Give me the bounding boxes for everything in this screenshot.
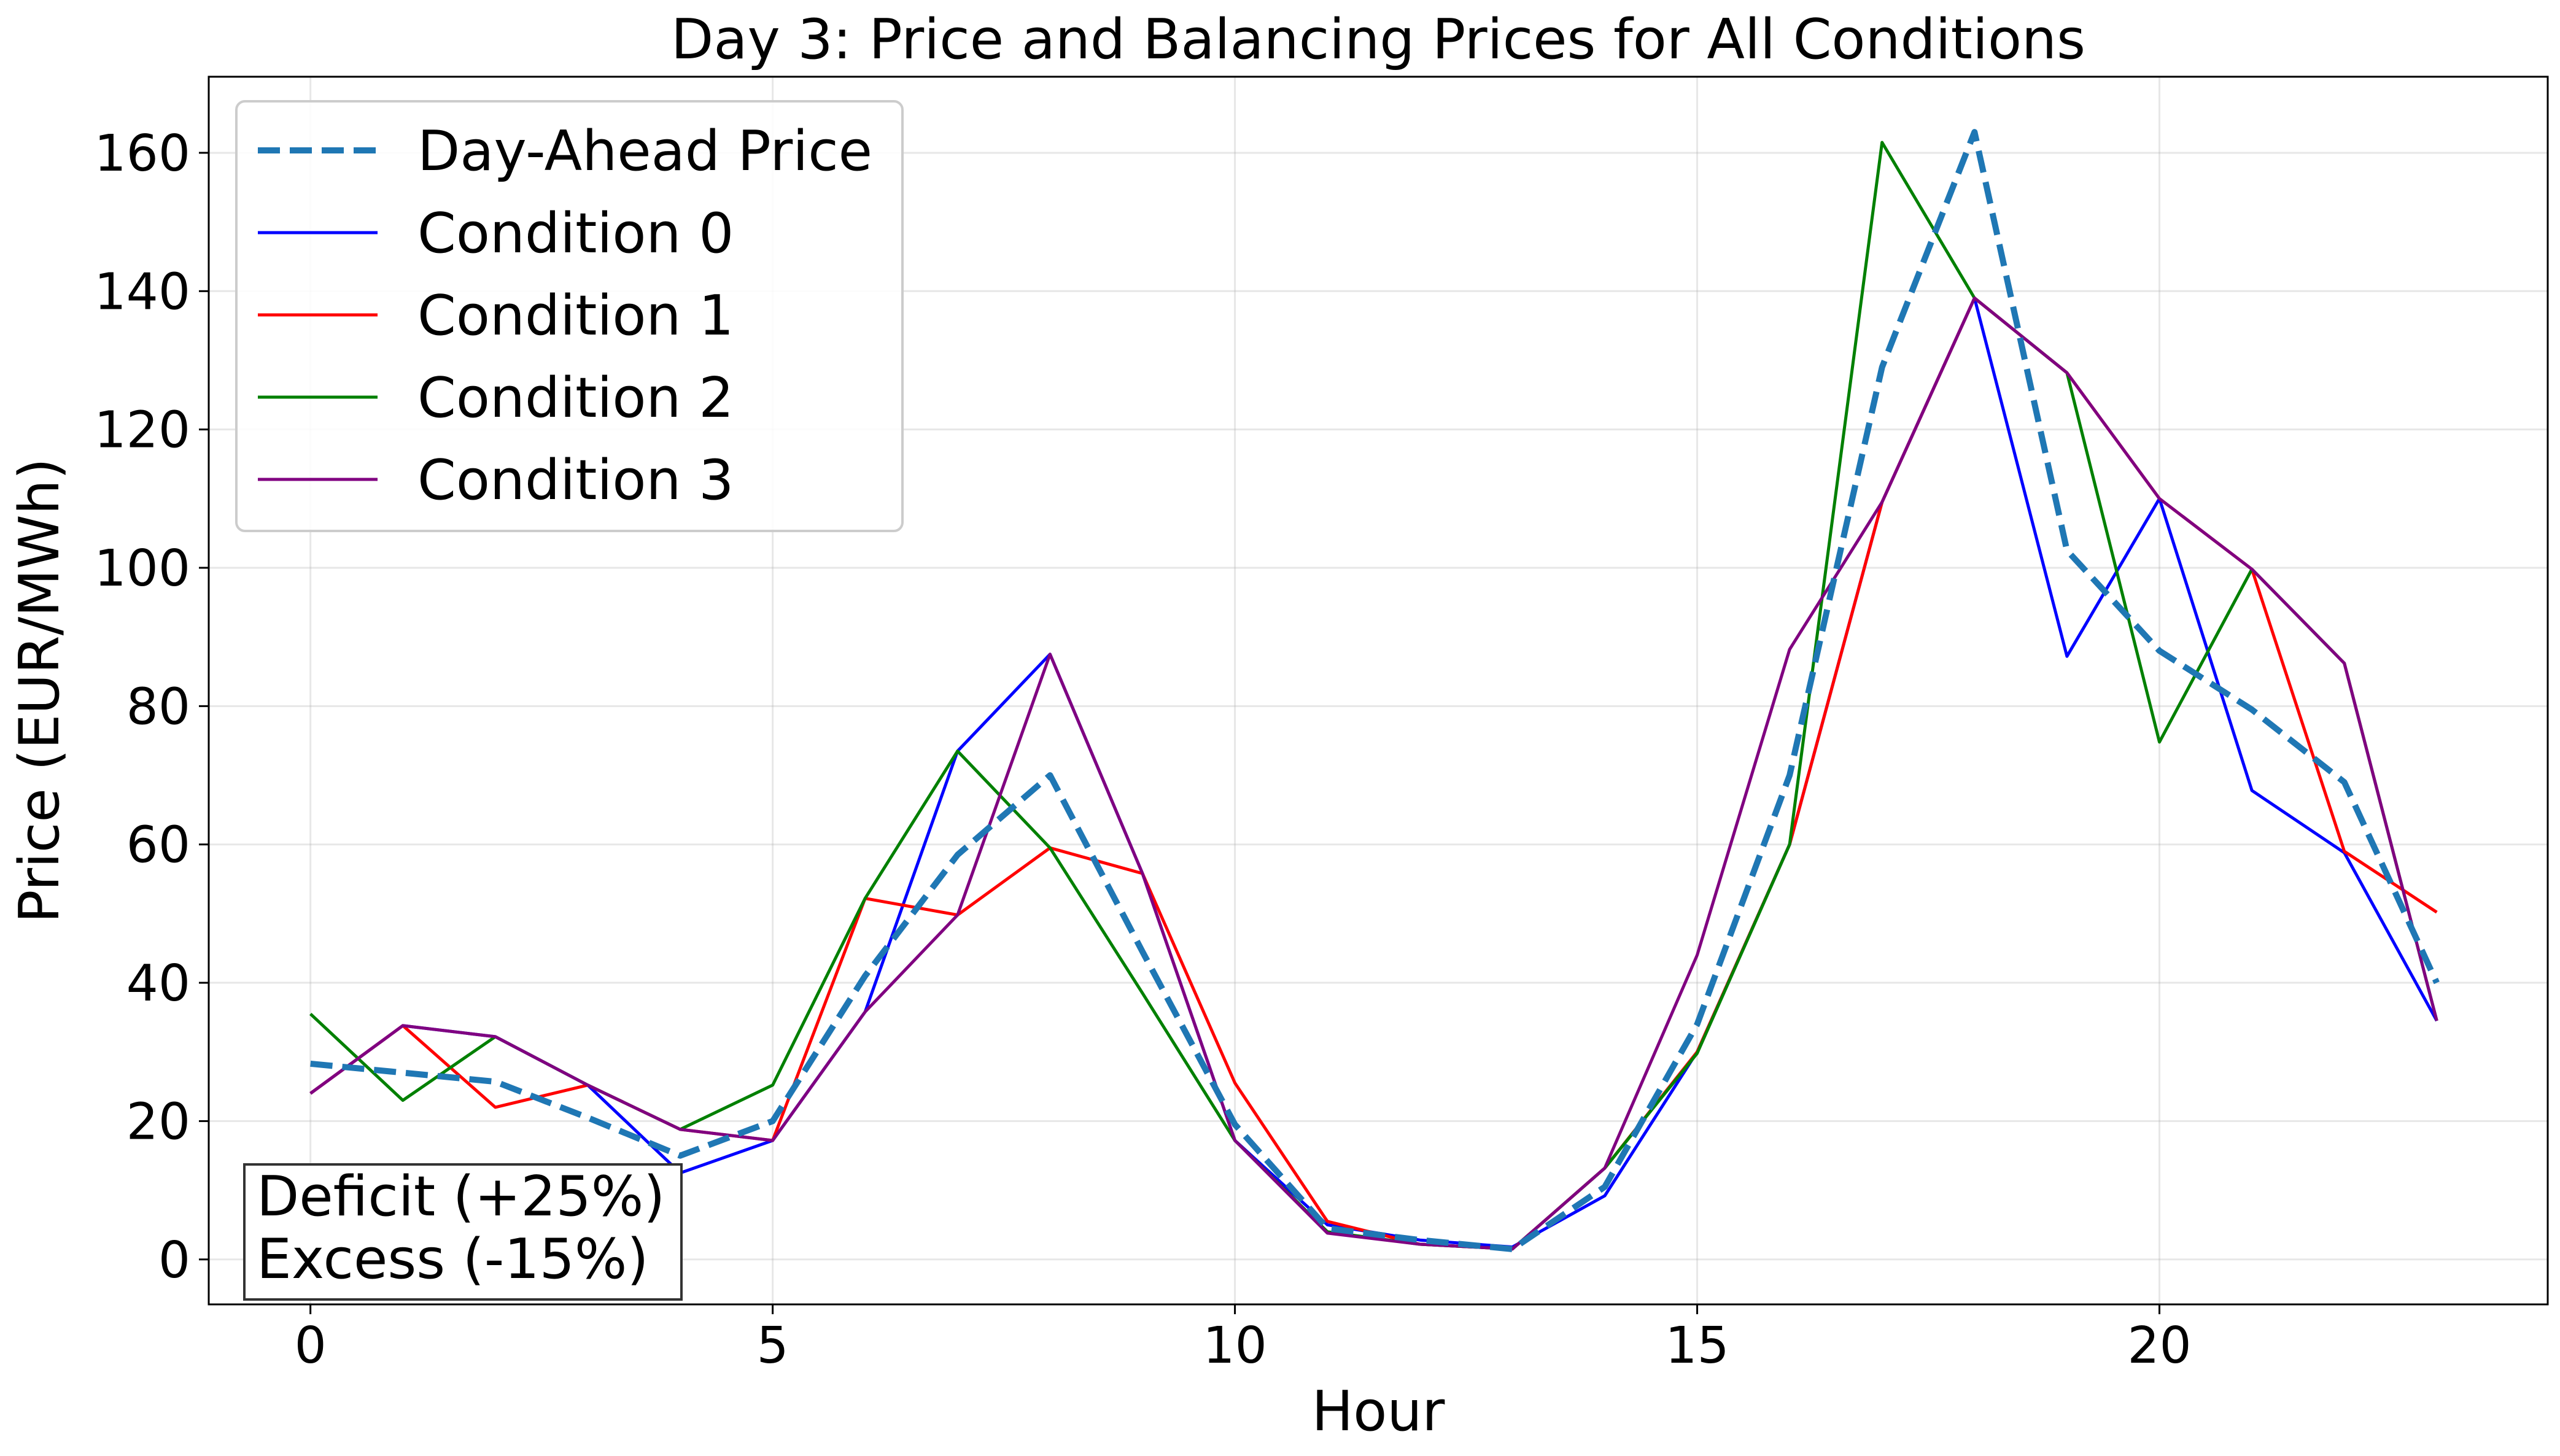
- x-tick-label: 10: [1203, 1317, 1266, 1375]
- annotation-deficit: Deficit (+25%): [257, 1164, 665, 1229]
- y-tick-label: 60: [126, 816, 190, 875]
- series-lines: [309, 129, 2440, 1252]
- y-tick-label: 80: [126, 678, 190, 736]
- annotation-box: Deficit (+25%) Excess (-15%): [243, 1163, 683, 1301]
- x-tick-label: 5: [757, 1317, 789, 1375]
- chart-title: Day 3: Price and Balancing Prices for Al…: [671, 7, 2085, 72]
- legend-label-0: Day-Ahead Price: [417, 119, 872, 184]
- y-tick-label: 20: [126, 1093, 190, 1151]
- x-tick-label: 0: [295, 1317, 327, 1375]
- legend-frame: [235, 100, 904, 532]
- y-tick-label: 140: [94, 263, 190, 321]
- y-tick-label: 40: [126, 955, 190, 1013]
- y-tick-label: 100: [94, 540, 190, 598]
- annotation-excess: Excess (-15%): [257, 1227, 649, 1291]
- y-axis-ticks: 0 20 40 60 80 100 120 140 160: [94, 125, 209, 1290]
- series-line-4: [309, 296, 2438, 1251]
- x-tick-label: 15: [1665, 1317, 1729, 1375]
- legend: Day-Ahead Price Condition 0 Condition 1 Con…: [235, 100, 904, 532]
- legend-label-3: Condition 2: [417, 366, 734, 430]
- plot-area: [208, 76, 2549, 1306]
- y-tick-label: 120: [94, 401, 190, 460]
- y-tick-label: 160: [94, 125, 190, 183]
- grid: [209, 77, 2548, 1304]
- y-axis-label: Price (EUR/MWh): [7, 458, 72, 923]
- x-axis-ticks: 0 5 10 15 20: [295, 1304, 2192, 1375]
- legend-label-4: Condition 3: [417, 448, 734, 513]
- y-tick-label: 0: [158, 1231, 190, 1290]
- x-tick-label: 20: [2127, 1317, 2191, 1375]
- series-line-0: [310, 129, 2440, 1252]
- legend-label-2: Condition 1: [417, 284, 734, 348]
- annotation-frame: [243, 1163, 683, 1301]
- legend-label-1: Condition 0: [417, 201, 734, 266]
- x-axis-label: Hour: [1312, 1379, 1445, 1444]
